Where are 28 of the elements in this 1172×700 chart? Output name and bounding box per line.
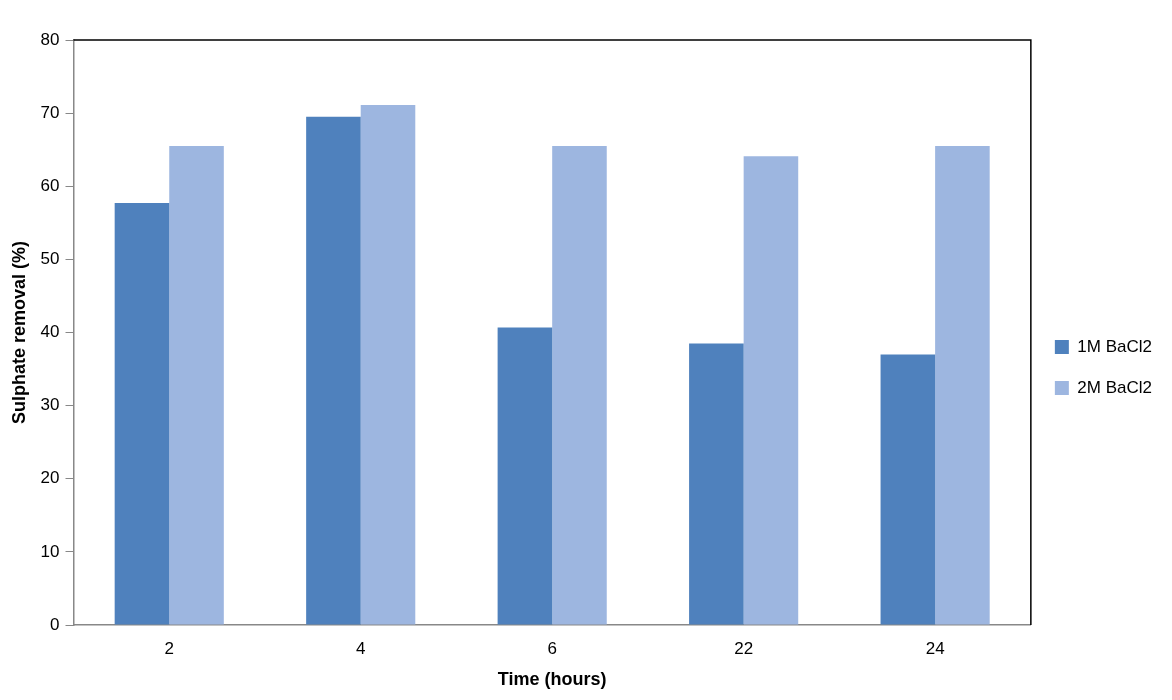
x-tick-label: 24 [925,638,945,658]
bar [114,203,170,625]
y-tick-label: 50 [40,249,60,269]
bar [743,156,799,625]
legend-label: 2M BaCl2 [1077,377,1152,397]
bar [306,116,361,625]
bar [552,146,607,625]
y-tick-label: 80 [40,29,60,49]
y-tick-label: 20 [40,468,60,488]
y-tick-label: 60 [40,175,60,195]
legend-label: 1M BaCl2 [1077,336,1152,356]
x-tick-label: 4 [355,638,366,658]
y-tick-label: 70 [40,102,60,122]
y-axis-title: Sulphate removal (%) [8,240,29,425]
bar [360,105,416,625]
bar [497,327,553,625]
y-tick-label: 30 [40,395,60,415]
bar [689,343,744,625]
y-tick-label: 0 [50,614,60,634]
x-tick-label: 22 [734,638,754,658]
bar [169,146,224,625]
x-axis-title: Time (hours) [497,669,607,690]
y-tick-label: 10 [40,541,60,561]
x-tick-label: 6 [547,638,557,658]
y-tick-label: 40 [40,322,60,342]
bar [880,354,936,625]
x-tick-label: 2 [164,638,174,658]
bar [935,146,990,625]
